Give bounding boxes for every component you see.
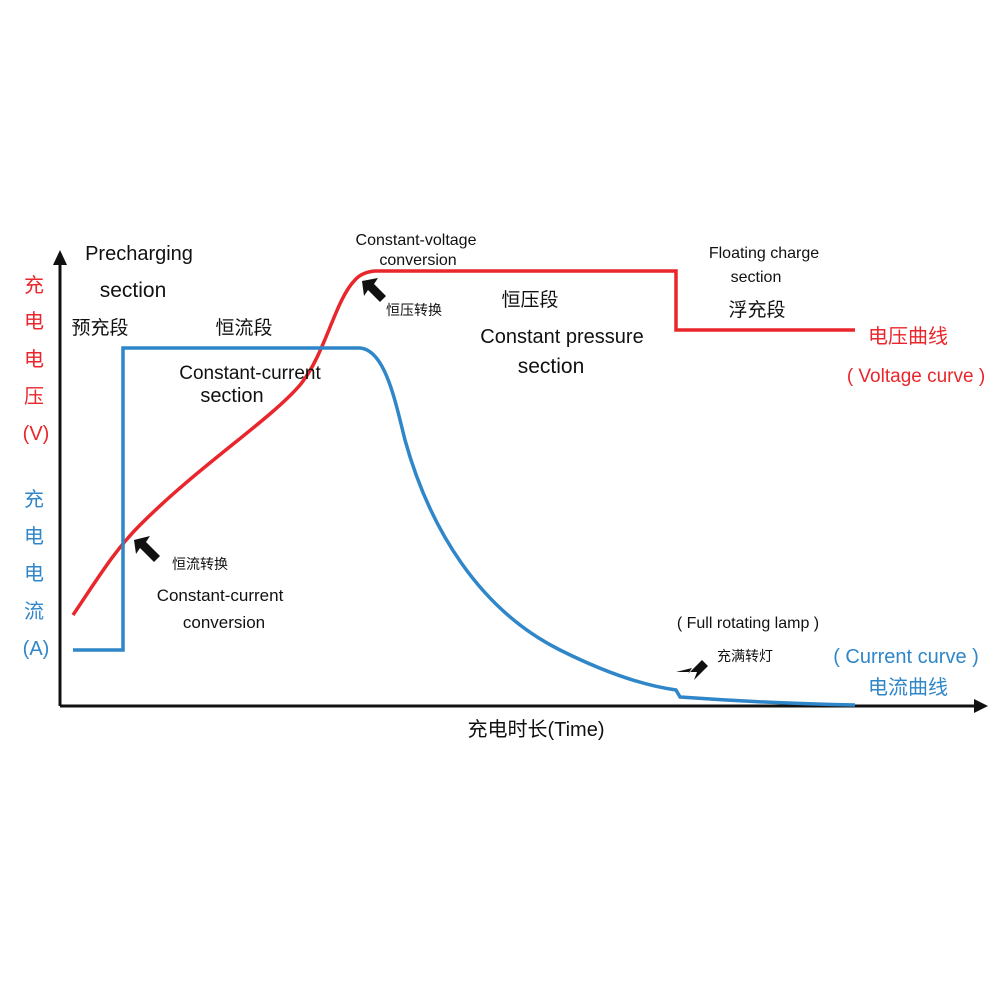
annotation: ( Full rotating lamp ) — [677, 615, 819, 632]
y-label-char: 电 — [24, 562, 44, 585]
pointer-arrow — [134, 536, 160, 562]
section-label: section — [100, 279, 167, 302]
y-label-char: 压 — [24, 386, 44, 408]
x-axis-arrow — [974, 699, 988, 713]
annotation: Constant-current — [157, 586, 284, 605]
y-label-unit: (V) — [23, 423, 50, 445]
y-label-char: 充 — [24, 274, 44, 297]
section-label: section — [518, 355, 585, 378]
section-label-zh: 恒压段 — [501, 289, 558, 311]
pointer-arrow — [362, 278, 386, 302]
legend-label-zh: 电压曲线 — [868, 325, 948, 348]
y-label-char: 充 — [24, 488, 44, 511]
annotation: conversion — [183, 613, 265, 632]
section-label: Precharging — [85, 243, 193, 265]
section-label: Constant-voltage — [356, 232, 477, 249]
annotation-zh: 恒流转换 — [172, 556, 228, 572]
annotation-zh: 充满转灯 — [717, 648, 773, 664]
legend-label: ( Current curve ) — [833, 646, 979, 668]
current-curve — [73, 346, 856, 707]
section-label: Floating charge — [709, 245, 819, 262]
y-label-char: 电 — [24, 348, 44, 371]
section-label: section — [200, 385, 263, 407]
section-label-zh: 浮充段 — [728, 299, 785, 321]
section-label: Constant-current — [179, 363, 321, 384]
annotation-zh: 恒压转换 — [386, 302, 442, 318]
y-label-char: 电 — [24, 525, 44, 548]
x-axis-label: 充电时长(Time) — [467, 718, 604, 741]
section-label-zh: 恒流段 — [215, 317, 272, 339]
section-label: Constant pressure — [480, 326, 643, 348]
legend-label: ( Voltage curve ) — [847, 366, 985, 387]
section-label: conversion — [379, 252, 456, 269]
y-label-char: 流 — [24, 600, 44, 623]
section-label: section — [731, 269, 782, 286]
y-label-char: 电 — [24, 310, 44, 333]
section-label-zh: 预充段 — [71, 317, 128, 339]
legend-label-zh: 电流曲线 — [868, 676, 948, 699]
pointer-arrow — [676, 660, 708, 680]
y-label-unit: (A) — [23, 638, 50, 660]
y-axis-arrow — [53, 250, 67, 265]
